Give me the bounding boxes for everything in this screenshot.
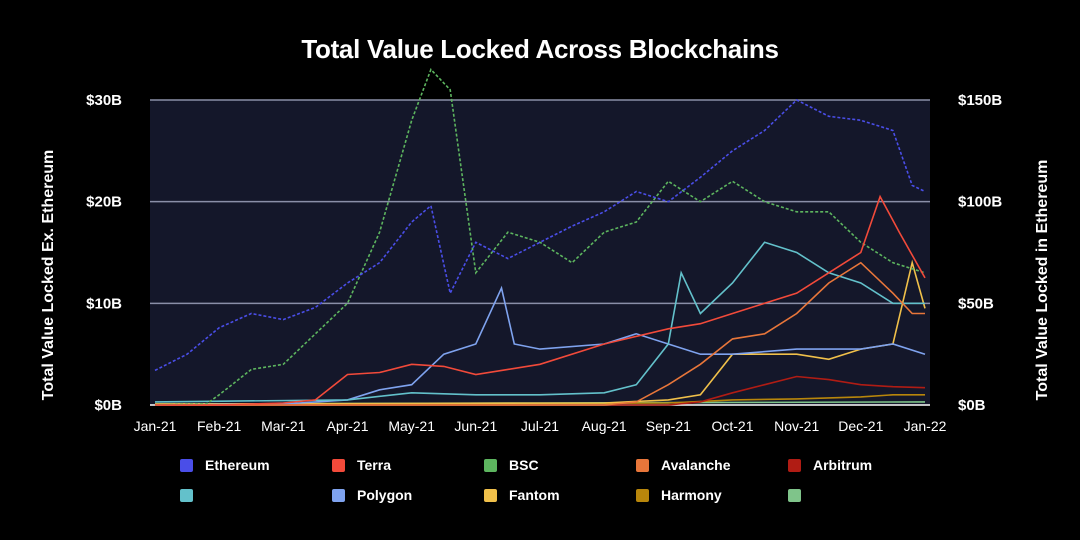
legend-label: Avalanche xyxy=(661,457,731,473)
y-right-tick: $50B xyxy=(958,295,994,312)
series-line-polygon xyxy=(154,285,926,406)
legend-item xyxy=(180,486,332,504)
legend-swatch xyxy=(484,488,497,502)
y-left-tick: $10B xyxy=(86,295,122,312)
x-tick: Jun-21 xyxy=(454,418,497,434)
y-right-tick: $100B xyxy=(958,194,1002,211)
legend-item: Arbitrum xyxy=(788,456,940,474)
legend-label: Harmony xyxy=(661,487,722,503)
x-tick: Dec-21 xyxy=(838,418,883,434)
y-right-tick: $150B xyxy=(958,92,1002,109)
legend: Ethereum Terra BSC Avalanche Arbitrum Polygon… xyxy=(180,456,940,504)
x-tick: Feb-21 xyxy=(197,418,242,434)
legend-swatch xyxy=(180,488,193,502)
legend-item: BSC xyxy=(484,456,636,474)
y-left-tick: $0B xyxy=(94,397,122,414)
legend-swatch xyxy=(788,458,801,472)
legend-swatch xyxy=(788,488,801,502)
series-line-arbitrum xyxy=(155,375,926,406)
series-line-avalanche xyxy=(155,261,925,406)
legend-item: Fantom xyxy=(484,486,636,504)
legend-swatch xyxy=(636,458,649,472)
x-tick: Jan-22 xyxy=(904,418,947,434)
legend-item: Polygon xyxy=(332,486,484,504)
x-tick: Jul-21 xyxy=(521,418,559,434)
x-tick: Jan-21 xyxy=(134,418,177,434)
legend-item: Avalanche xyxy=(636,456,788,474)
legend-swatch xyxy=(332,488,345,502)
legend-item: Harmony xyxy=(636,486,788,504)
x-tick: Nov-21 xyxy=(774,418,819,434)
y-left-tick: $30B xyxy=(86,92,122,109)
legend-label: Terra xyxy=(357,457,391,473)
series-line-terra xyxy=(155,194,926,406)
plot-area xyxy=(150,100,930,405)
series-line-harmony xyxy=(154,393,925,406)
legend-label: Fantom xyxy=(509,487,560,503)
x-tick: Sep-21 xyxy=(646,418,691,434)
x-tick: Aug-21 xyxy=(582,418,627,434)
legend-swatch xyxy=(332,458,345,472)
legend-item: Ethereum xyxy=(180,456,332,474)
legend-item xyxy=(788,486,940,504)
chart-title: Total Value Locked Across Blockchains xyxy=(301,34,779,64)
series-line-fantom xyxy=(154,259,926,405)
legend-swatch xyxy=(484,458,497,472)
x-tick: Apr-21 xyxy=(326,418,368,434)
x-tick: Oct-21 xyxy=(711,418,753,434)
legend-label: Ethereum xyxy=(205,457,270,473)
series-line-ethereum xyxy=(154,99,926,372)
y-left-label: Total Value Locked Ex. Ethereum xyxy=(40,150,57,400)
legend-label: Polygon xyxy=(357,487,413,503)
x-tick: May-21 xyxy=(388,418,435,434)
legend-label: Arbitrum xyxy=(813,457,873,473)
series-line-bsc xyxy=(154,68,926,406)
y-right-label: Total Value Locked in Ethereum xyxy=(1034,160,1051,401)
legend-label: BSC xyxy=(509,457,539,473)
x-tick: Mar-21 xyxy=(261,418,306,434)
legend-item: Terra xyxy=(332,456,484,474)
legend-swatch xyxy=(636,488,649,502)
y-right-tick: $0B xyxy=(958,397,986,414)
legend-swatch xyxy=(180,458,193,472)
y-left-tick: $20B xyxy=(86,194,122,211)
